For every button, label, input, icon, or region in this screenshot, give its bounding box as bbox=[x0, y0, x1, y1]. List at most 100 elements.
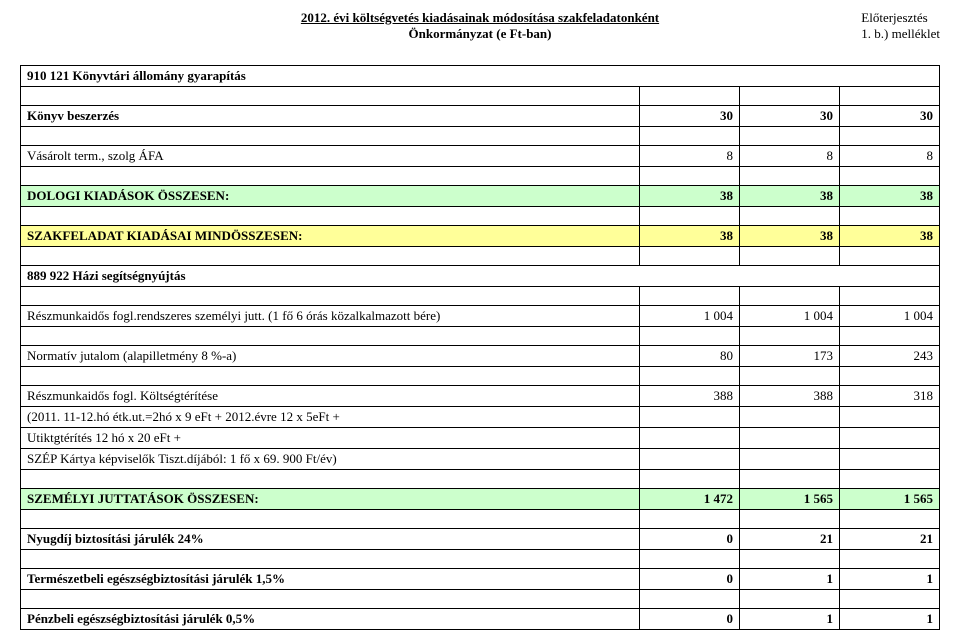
spacer-cell bbox=[739, 166, 839, 185]
spacer-cell bbox=[739, 206, 839, 225]
row-value: 0 bbox=[639, 608, 739, 629]
row-label: Részmunkaidős fogl.rendszeres személyi j… bbox=[21, 305, 640, 326]
row-value: 30 bbox=[639, 105, 739, 126]
spacer-cell bbox=[839, 509, 939, 528]
row-value: 30 bbox=[739, 105, 839, 126]
row-value: 243 bbox=[839, 345, 939, 366]
row-value: 8 bbox=[839, 145, 939, 166]
spacer-cell bbox=[839, 246, 939, 265]
row-value-empty bbox=[839, 406, 939, 427]
row-label: Természetbeli egészségbiztosítási járulé… bbox=[21, 568, 640, 589]
page-header: 2012. évi költségvetés kiadásainak módos… bbox=[20, 10, 940, 43]
spacer-cell bbox=[839, 589, 939, 608]
row-value-empty bbox=[839, 427, 939, 448]
row-value: 1 472 bbox=[639, 488, 739, 509]
row-label: Könyv beszerzés bbox=[21, 105, 640, 126]
spacer-cell bbox=[639, 86, 739, 105]
row-value: 8 bbox=[639, 145, 739, 166]
row-label: Utiktgtérítés 12 hó x 20 eFt + bbox=[21, 427, 640, 448]
data-row: Pénzbeli egészségbiztosítási járulék 0,5… bbox=[21, 608, 940, 629]
spacer-cell bbox=[739, 86, 839, 105]
row-label: Nyugdíj biztosítási járulék 24% bbox=[21, 528, 640, 549]
row-value: 38 bbox=[639, 185, 739, 206]
section-row: 889 922 Házi segítségnyújtás bbox=[21, 265, 940, 286]
spacer-cell bbox=[839, 86, 939, 105]
data-row-cont: Utiktgtérítés 12 hó x 20 eFt + bbox=[21, 427, 940, 448]
spacer-row bbox=[21, 469, 940, 488]
spacer-cell bbox=[639, 469, 739, 488]
row-value: 80 bbox=[639, 345, 739, 366]
header-right: Előterjesztés 1. b.) melléklet bbox=[861, 10, 940, 43]
row-value: 173 bbox=[739, 345, 839, 366]
spacer-cell bbox=[639, 366, 739, 385]
total-row: SZEMÉLYI JUTTATÁSOK ÖSSZESEN:1 4721 5651… bbox=[21, 488, 940, 509]
row-value-empty bbox=[839, 448, 939, 469]
row-value: 21 bbox=[839, 528, 939, 549]
row-label: Pénzbeli egészségbiztosítási járulék 0,5… bbox=[21, 608, 640, 629]
spacer-cell bbox=[739, 326, 839, 345]
spacer-cell bbox=[839, 126, 939, 145]
spacer-cell bbox=[739, 549, 839, 568]
spacer-cell bbox=[21, 326, 640, 345]
spacer-row bbox=[21, 246, 940, 265]
header-right-line1: Előterjesztés bbox=[861, 10, 927, 25]
spacer-row bbox=[21, 166, 940, 185]
data-row-cont: SZÉP Kártya képviselők Tiszt.díjából: 1 … bbox=[21, 448, 940, 469]
spacer-row bbox=[21, 509, 940, 528]
data-row: Természetbeli egészségbiztosítási járulé… bbox=[21, 568, 940, 589]
row-label: Normatív jutalom (alapilletmény 8 %-a) bbox=[21, 345, 640, 366]
spacer-cell bbox=[21, 549, 640, 568]
spacer-cell bbox=[21, 166, 640, 185]
spacer-row bbox=[21, 206, 940, 225]
row-value: 30 bbox=[839, 105, 939, 126]
spacer-cell bbox=[739, 589, 839, 608]
title-line1: 2012. évi költségvetés kiadásainak módos… bbox=[301, 10, 659, 25]
spacer-cell bbox=[739, 126, 839, 145]
row-value: 8 bbox=[739, 145, 839, 166]
spacer-cell bbox=[639, 286, 739, 305]
row-value: 1 004 bbox=[739, 305, 839, 326]
spacer-row bbox=[21, 86, 940, 105]
spacer-cell bbox=[839, 206, 939, 225]
spacer-cell bbox=[739, 469, 839, 488]
row-value: 38 bbox=[839, 185, 939, 206]
spacer-cell bbox=[21, 126, 640, 145]
total-row: DOLOGI KIADÁSOK ÖSSZESEN:383838 bbox=[21, 185, 940, 206]
spacer-row bbox=[21, 126, 940, 145]
row-label: SZÉP Kártya képviselők Tiszt.díjából: 1 … bbox=[21, 448, 640, 469]
spacer-cell bbox=[21, 509, 640, 528]
row-label: SZEMÉLYI JUTTATÁSOK ÖSSZESEN: bbox=[21, 488, 640, 509]
spacer-row bbox=[21, 286, 940, 305]
row-label: SZAKFELADAT KIADÁSAI MINDÖSSZESEN: bbox=[21, 225, 640, 246]
row-label: Vásárolt term., szolg ÁFA bbox=[21, 145, 640, 166]
row-value: 318 bbox=[839, 385, 939, 406]
title-line2: Önkormányzat (e Ft-ban) bbox=[409, 26, 552, 41]
spacer-row bbox=[21, 326, 940, 345]
spacer-cell bbox=[839, 326, 939, 345]
row-value-empty bbox=[639, 406, 739, 427]
row-value: 38 bbox=[639, 225, 739, 246]
row-label: Részmunkaidős fogl. Költségtérítése bbox=[21, 385, 640, 406]
row-label: DOLOGI KIADÁSOK ÖSSZESEN: bbox=[21, 185, 640, 206]
row-value: 1 004 bbox=[839, 305, 939, 326]
spacer-cell bbox=[21, 206, 640, 225]
row-value: 38 bbox=[739, 225, 839, 246]
spacer-cell bbox=[21, 86, 640, 105]
row-value: 1 565 bbox=[739, 488, 839, 509]
spacer-cell bbox=[839, 549, 939, 568]
data-row: Könyv beszerzés303030 bbox=[21, 105, 940, 126]
spacer-cell bbox=[839, 366, 939, 385]
spacer-cell bbox=[839, 469, 939, 488]
row-value: 38 bbox=[739, 185, 839, 206]
row-value-empty bbox=[739, 406, 839, 427]
row-value-empty bbox=[739, 448, 839, 469]
spacer-cell bbox=[839, 166, 939, 185]
section-label: 889 922 Házi segítségnyújtás bbox=[21, 265, 940, 286]
spacer-cell bbox=[639, 549, 739, 568]
data-row: Részmunkaidős fogl.rendszeres személyi j… bbox=[21, 305, 940, 326]
spacer-cell bbox=[639, 326, 739, 345]
data-row-cont: (2011. 11-12.hó étk.ut.=2hó x 9 eFt + 20… bbox=[21, 406, 940, 427]
row-value: 21 bbox=[739, 528, 839, 549]
row-value-empty bbox=[639, 448, 739, 469]
row-value: 1 565 bbox=[839, 488, 939, 509]
